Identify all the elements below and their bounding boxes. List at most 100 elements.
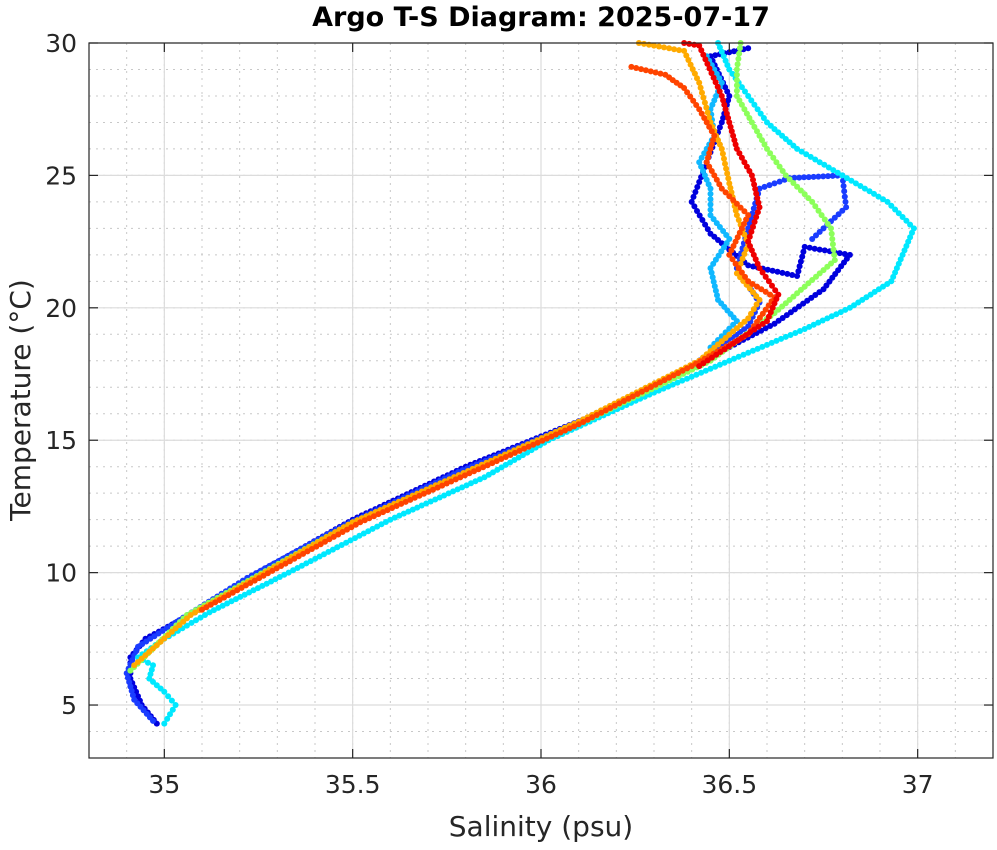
data-point [282, 560, 289, 567]
data-point [764, 341, 770, 348]
data-point [750, 176, 756, 183]
data-point [824, 315, 831, 322]
data-point [389, 505, 396, 511]
data-point [694, 75, 700, 82]
data-point [726, 357, 733, 364]
data-point [721, 346, 728, 353]
data-point [183, 622, 190, 629]
data-point [703, 119, 710, 126]
data-point [662, 71, 669, 78]
data-point [652, 381, 659, 388]
data-point [825, 164, 832, 171]
data-point [765, 278, 772, 285]
data-point [229, 589, 236, 596]
data-point [779, 168, 786, 174]
data-point [708, 128, 715, 135]
data-point [819, 317, 826, 324]
data-point [416, 492, 423, 499]
data-point [710, 74, 717, 81]
data-point [692, 189, 699, 195]
data-point [704, 60, 711, 67]
data-point [187, 612, 194, 618]
data-point [857, 183, 864, 189]
data-point [701, 115, 708, 121]
data-point [393, 503, 400, 509]
data-point [738, 154, 745, 161]
data-point [741, 251, 748, 257]
data-point [719, 150, 726, 157]
data-point [722, 160, 728, 167]
data-point [768, 339, 775, 346]
data-point [400, 510, 407, 517]
data-point [831, 257, 838, 264]
data-point [691, 70, 698, 77]
data-point [811, 245, 818, 252]
data-point [192, 609, 199, 616]
data-point [707, 365, 714, 372]
data-point [816, 159, 823, 166]
data-point [820, 225, 827, 232]
data-point [746, 115, 753, 121]
data-point [634, 391, 641, 397]
data-point [807, 153, 814, 160]
data-point [749, 281, 756, 287]
data-point [312, 555, 319, 562]
data-point [656, 43, 662, 50]
data-point [762, 306, 769, 313]
x-tick-label: 36 [525, 770, 557, 799]
data-point [685, 57, 692, 63]
data-point [575, 421, 582, 428]
data-point [445, 490, 452, 497]
data-point [907, 221, 914, 228]
y-tick-label: 10 [45, 559, 77, 588]
data-point [676, 47, 683, 54]
data-point [762, 273, 769, 280]
data-point [699, 217, 706, 223]
data-point [348, 524, 355, 531]
data-point [543, 435, 550, 442]
data-point [743, 110, 750, 117]
data-point [452, 476, 459, 483]
y-tick-label: 25 [45, 161, 77, 190]
data-point [778, 335, 785, 342]
data-point [402, 498, 409, 505]
data-point [861, 185, 868, 192]
data-point [748, 310, 754, 317]
data-point [899, 251, 906, 258]
data-point [888, 202, 895, 209]
data-point [661, 44, 667, 51]
data-point [638, 388, 645, 395]
data-point [321, 551, 327, 558]
data-point [706, 163, 713, 170]
data-point [199, 606, 205, 613]
data-point [713, 176, 720, 183]
data-point [753, 301, 760, 308]
data-point [316, 553, 323, 560]
data-point [754, 209, 761, 216]
data-point [742, 332, 749, 339]
data-point [815, 173, 822, 180]
data-point [378, 521, 385, 528]
data-point [471, 468, 477, 475]
data-point [825, 173, 831, 180]
data-point [700, 360, 707, 367]
data-point [716, 361, 723, 368]
data-point [748, 97, 755, 104]
data-point [829, 241, 836, 248]
data-point [709, 274, 716, 281]
data-point [740, 351, 747, 358]
data-point [704, 109, 711, 116]
data-point [648, 384, 654, 390]
data-point [666, 45, 673, 52]
data-point [696, 212, 703, 219]
data-point [688, 373, 695, 380]
y-tick-label: 5 [61, 691, 77, 720]
data-point [652, 69, 659, 76]
data-point [525, 443, 532, 450]
data-point [766, 182, 773, 189]
data-point [790, 180, 797, 186]
data-point [828, 313, 835, 320]
data-point [715, 296, 721, 303]
data-point [679, 367, 686, 374]
data-point [628, 63, 635, 70]
